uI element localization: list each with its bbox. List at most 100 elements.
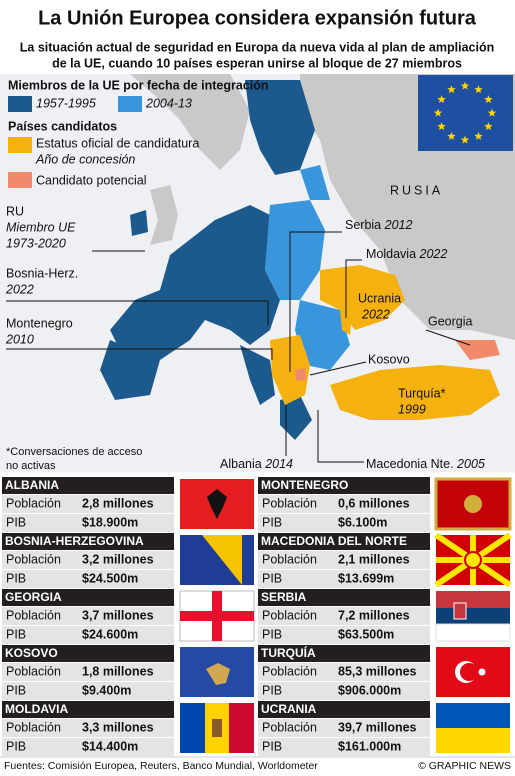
flag-part bbox=[436, 728, 510, 753]
population: 2,8 millones bbox=[82, 496, 154, 510]
country-card: MONTENEGRO Población 0,6 millones PIB $6.100… bbox=[258, 477, 430, 532]
card-row bbox=[258, 719, 430, 737]
map-label: RUSIA bbox=[390, 183, 443, 197]
population: 3,2 millones bbox=[82, 552, 154, 566]
map-label-year: 2014 bbox=[264, 457, 293, 471]
flag-part bbox=[212, 719, 222, 737]
row-label: PIB bbox=[6, 571, 26, 585]
flag-part bbox=[478, 668, 486, 676]
flag-part bbox=[207, 489, 227, 519]
map-label: 1999 bbox=[398, 402, 426, 416]
flag-part bbox=[464, 495, 482, 513]
legend-swatch bbox=[8, 137, 32, 153]
country-card: GEORGIA Población 3,7 millones PIB $24.600m bbox=[2, 589, 174, 644]
country-name: BOSNIA-HERZEGOVINA bbox=[5, 534, 144, 548]
row-label: Población bbox=[262, 664, 317, 678]
flag bbox=[435, 591, 511, 642]
row-label: Población bbox=[6, 720, 61, 734]
country-name: MOLDAVIA bbox=[5, 702, 68, 716]
country-name: GEORGIA bbox=[5, 590, 62, 604]
gdp: $14.400m bbox=[82, 739, 138, 753]
legend-label: Año de concesión bbox=[35, 152, 135, 166]
map-note: no activas bbox=[6, 460, 56, 472]
eu-star bbox=[474, 85, 483, 94]
card-header bbox=[2, 645, 174, 662]
row-label: PIB bbox=[262, 515, 282, 529]
card-row bbox=[258, 626, 430, 644]
row-label: Población bbox=[262, 608, 317, 622]
map-label: 1973-2020 bbox=[6, 236, 66, 250]
card-row bbox=[2, 682, 174, 700]
card-row bbox=[258, 663, 430, 681]
country-name: MACEDONIA DEL NORTE bbox=[261, 534, 407, 548]
map bbox=[0, 74, 515, 474]
country-name: TURQUÍA bbox=[261, 645, 316, 660]
map-label: Albania 2014 bbox=[220, 457, 293, 471]
legend-label: Candidato potencial bbox=[36, 173, 147, 187]
country-card: TURQUÍA Población 85,3 millones PIB $906.000… bbox=[258, 645, 430, 700]
country-card: ALBANIA Población 2,8 millones PIB $18.900m bbox=[2, 477, 174, 532]
legend-swatch bbox=[8, 96, 32, 112]
card-header bbox=[2, 477, 174, 494]
country-card: UCRANIA Población 39,7 millones PIB $161.000… bbox=[258, 701, 430, 756]
legend-label: 2004-13 bbox=[145, 96, 192, 110]
row-label: PIB bbox=[262, 627, 282, 641]
flag bbox=[179, 590, 255, 642]
gdp: $9.400m bbox=[82, 683, 131, 697]
eu-star bbox=[437, 95, 446, 104]
card-row bbox=[2, 626, 174, 644]
eu-star bbox=[484, 122, 493, 131]
country-card: SERBIA Población 7,2 millones PIB $63.500m bbox=[258, 589, 430, 644]
flag-part bbox=[464, 551, 482, 569]
country-card: BOSNIA-HERZEGOVINA Población 3,2 millones P… bbox=[2, 533, 174, 588]
flag-part bbox=[436, 591, 510, 608]
card-row bbox=[2, 738, 174, 756]
flag bbox=[180, 535, 254, 585]
row-label: Población bbox=[6, 552, 61, 566]
row-label: PIB bbox=[6, 739, 26, 753]
population: 0,6 millones bbox=[338, 496, 410, 510]
flag-part bbox=[436, 703, 510, 728]
eu-star bbox=[487, 108, 497, 117]
map-label: 2022 bbox=[361, 307, 390, 321]
card-header bbox=[2, 533, 174, 550]
row-label: Población bbox=[6, 496, 61, 510]
legend-label: Estatus oficial de candidatura bbox=[36, 136, 199, 150]
population: 3,3 millones bbox=[82, 720, 154, 734]
map-label: Moldavia 2022 bbox=[366, 247, 447, 261]
row-label: Población bbox=[6, 608, 61, 622]
flag bbox=[436, 703, 510, 753]
card-header bbox=[258, 589, 430, 606]
leader-lines bbox=[6, 231, 471, 463]
card-row bbox=[258, 570, 430, 588]
card-header bbox=[258, 477, 430, 494]
row-label: Población bbox=[262, 496, 317, 510]
eu-star bbox=[447, 132, 456, 140]
map-label: Montenegro bbox=[6, 316, 73, 330]
eu-star bbox=[460, 81, 470, 90]
row-label: PIB bbox=[262, 739, 282, 753]
card-header bbox=[2, 701, 174, 718]
card-row bbox=[258, 514, 430, 532]
country-card: MACEDONIA DEL NORTE Población 2,1 millones… bbox=[258, 533, 430, 588]
population: 85,3 millones bbox=[338, 664, 417, 678]
gdp: $24.600m bbox=[82, 627, 138, 641]
flag bbox=[180, 479, 254, 529]
gdp: $24.500m bbox=[82, 571, 138, 585]
country-name: SERBIA bbox=[261, 590, 307, 604]
population: 3,7 millones bbox=[82, 608, 154, 622]
map-label: Ucrania bbox=[358, 291, 401, 305]
card-header bbox=[258, 701, 430, 718]
credit: © GRAPHIC NEWS bbox=[418, 760, 511, 772]
card-row bbox=[2, 551, 174, 569]
card-row bbox=[2, 514, 174, 532]
flag-part bbox=[460, 663, 478, 681]
flag-part bbox=[180, 703, 205, 753]
flag-part bbox=[435, 623, 511, 642]
gdp: $906.000m bbox=[338, 683, 401, 697]
card-row bbox=[2, 607, 174, 625]
gdp: $13.699m bbox=[338, 571, 394, 585]
row-label: Población bbox=[6, 664, 61, 678]
eu-star bbox=[447, 85, 456, 94]
